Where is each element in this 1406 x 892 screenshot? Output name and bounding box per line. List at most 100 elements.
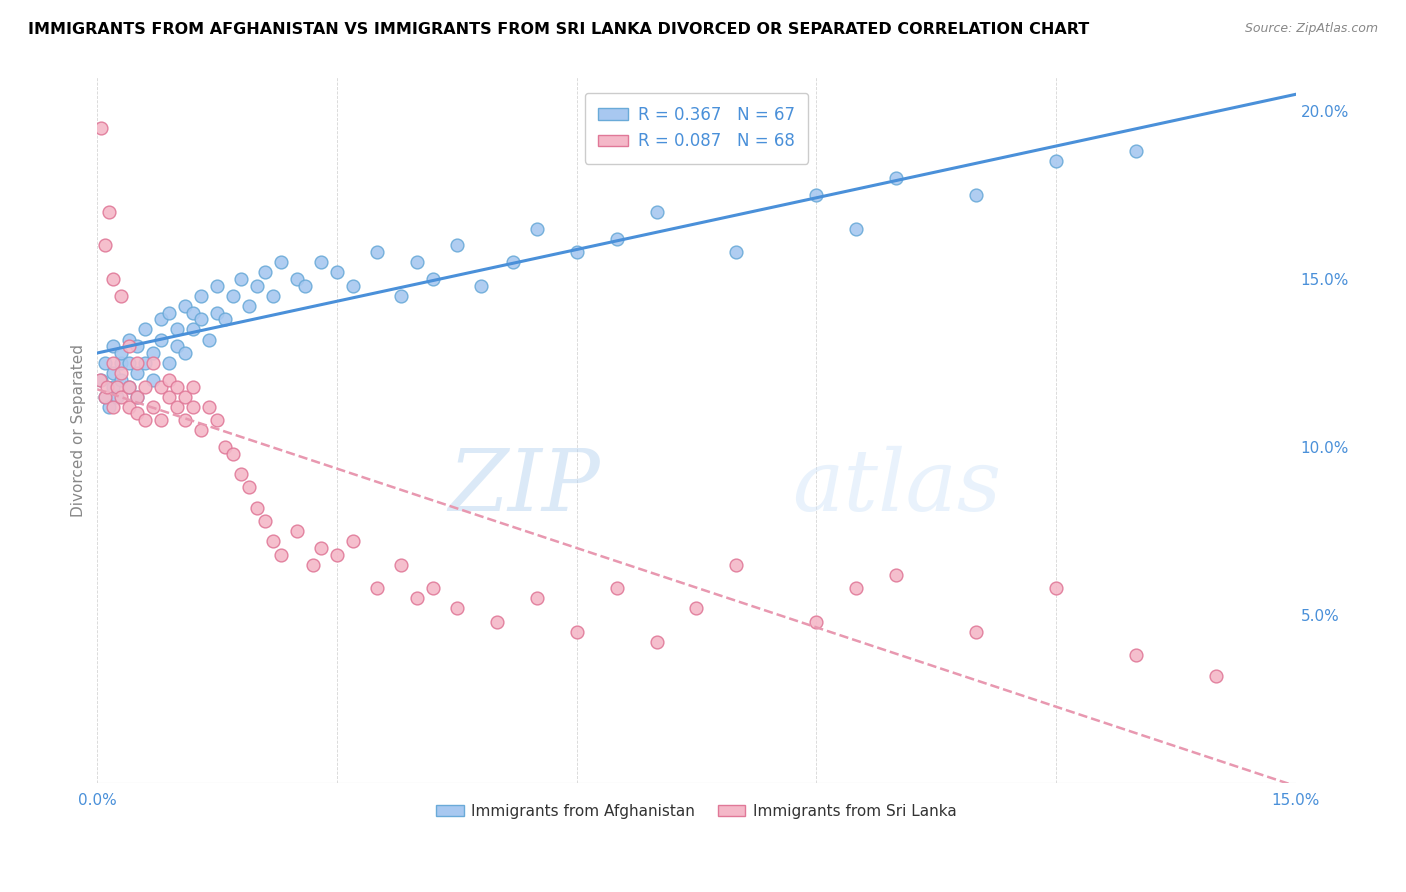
Point [166,400,188,414]
Point [205,305,228,319]
Point [150,333,173,347]
Point [231,467,253,481]
Point [845,581,868,595]
Point [270,548,292,562]
Point [142,373,165,387]
Point [309,541,332,555]
Point [254,265,277,279]
Point [965,188,987,202]
Point [181,322,204,336]
Point [222,447,245,461]
Text: ZIP: ZIP [449,445,600,528]
Point [606,581,628,595]
Point [1045,581,1067,595]
Point [725,558,748,572]
Point [98,400,121,414]
Point [110,390,132,404]
Point [118,379,141,393]
Point [389,289,412,303]
Point [446,601,468,615]
Point [118,400,141,414]
Point [94,390,117,404]
Point [246,500,269,515]
Point [118,333,141,347]
Point [422,581,444,595]
Point [254,514,277,528]
Point [526,221,548,235]
Point [294,278,316,293]
Point [366,581,388,595]
Point [389,558,412,572]
Point [1205,668,1227,682]
Point [118,356,141,370]
Point [103,400,125,414]
Point [262,289,284,303]
Point [884,567,907,582]
Point [174,346,197,360]
Point [127,406,149,420]
Point [565,624,588,639]
Point [166,379,188,393]
Point [302,558,325,572]
Text: atlas: atlas [793,445,1001,528]
Point [157,373,180,387]
Point [884,171,907,186]
Point [110,356,132,370]
Point [205,413,228,427]
Point [606,232,628,246]
Point [134,379,156,393]
Point [127,339,149,353]
Point [96,379,118,393]
Point [150,312,173,326]
Point [406,591,429,606]
Point [174,390,197,404]
Point [142,346,165,360]
Point [806,615,828,629]
Point [422,272,444,286]
Point [157,305,180,319]
Point [174,299,197,313]
Point [366,245,388,260]
Point [231,272,253,286]
Point [190,289,212,303]
Point [309,255,332,269]
Point [103,356,125,370]
Point [526,591,548,606]
Point [166,322,188,336]
Point [150,379,173,393]
Point [110,289,132,303]
Point [118,379,141,393]
Point [90,120,112,135]
Point [103,366,125,380]
Point [94,356,117,370]
Point [685,601,707,615]
Point [645,204,668,219]
Point [134,356,156,370]
Point [222,289,245,303]
Point [127,390,149,404]
Point [94,390,117,404]
Point [127,390,149,404]
Point [645,635,668,649]
Point [806,188,828,202]
Point [103,379,125,393]
Point [98,204,121,219]
Point [965,624,987,639]
Point [134,413,156,427]
Point [150,413,173,427]
Point [110,346,132,360]
Point [326,548,349,562]
Point [1125,648,1147,663]
Point [485,615,508,629]
Point [190,312,212,326]
Point [270,255,292,269]
Point [214,440,236,454]
Point [181,400,204,414]
Point [446,238,468,252]
Point [238,299,260,313]
Point [205,278,228,293]
Point [246,278,269,293]
Point [127,356,149,370]
Point [166,339,188,353]
Text: IMMIGRANTS FROM AFGHANISTAN VS IMMIGRANTS FROM SRI LANKA DIVORCED OR SEPARATED C: IMMIGRANTS FROM AFGHANISTAN VS IMMIGRANT… [28,22,1090,37]
